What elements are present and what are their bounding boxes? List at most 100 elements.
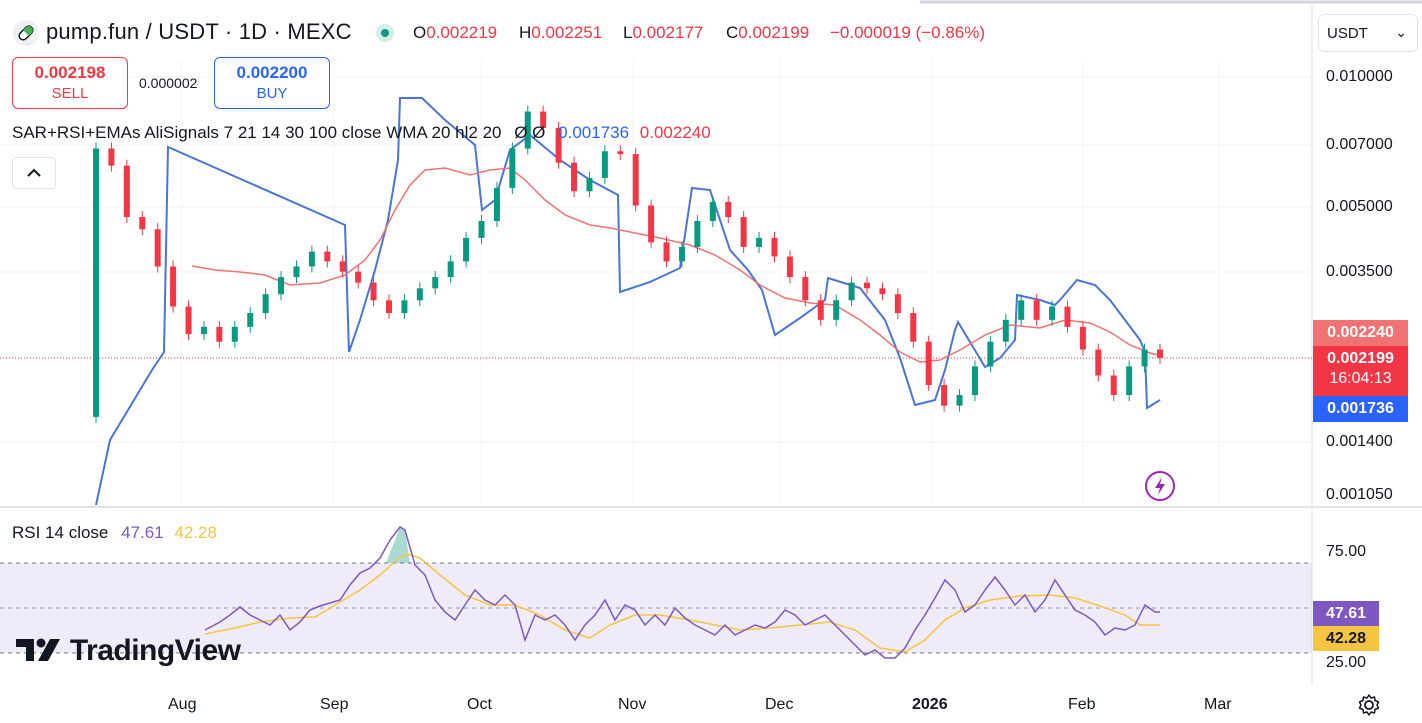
time-tick: Sep bbox=[320, 696, 349, 713]
indicator-value-sar: 0.001736 bbox=[558, 123, 630, 142]
candle-body bbox=[987, 341, 994, 367]
indicator-legend[interactable]: SAR+RSI+EMAs AliSignals 7 21 14 30 100 c… bbox=[12, 123, 711, 143]
lightning-icon[interactable] bbox=[1144, 470, 1176, 502]
rsi-ma-value-label: 42.28 bbox=[1313, 626, 1379, 651]
candle-body bbox=[1079, 326, 1086, 350]
candle-body bbox=[540, 111, 547, 128]
time-tick: Aug bbox=[168, 696, 197, 713]
candle-body bbox=[216, 326, 223, 342]
candle-body bbox=[1141, 349, 1148, 367]
tradingview-logo[interactable]: TradingView bbox=[14, 634, 241, 668]
candle-body bbox=[447, 261, 454, 278]
collapse-legend-button[interactable] bbox=[12, 157, 56, 189]
sell-button[interactable]: 0.002198 SELL bbox=[12, 57, 128, 109]
candle-body bbox=[910, 313, 917, 342]
chevron-up-icon bbox=[27, 168, 41, 177]
candle-body bbox=[293, 266, 300, 278]
indicator-value-ema: 0.002240 bbox=[639, 123, 711, 142]
candle-body bbox=[941, 385, 948, 406]
candle-body bbox=[617, 151, 624, 155]
bar-countdown: 16:04:13 bbox=[1329, 370, 1392, 387]
candle-body bbox=[108, 148, 115, 166]
candle-body bbox=[200, 326, 207, 335]
time-tick: Oct bbox=[467, 696, 492, 713]
rsi-tick-lower: 25.00 bbox=[1326, 654, 1367, 671]
candle-body bbox=[864, 282, 871, 289]
candle-body bbox=[478, 221, 485, 238]
candle-body bbox=[154, 229, 161, 267]
candle-body bbox=[833, 300, 840, 320]
candle-body bbox=[571, 162, 578, 192]
market-status-dot bbox=[376, 24, 394, 42]
candle-body bbox=[1110, 375, 1117, 396]
rsi-ma-line bbox=[204, 553, 1160, 653]
currency-label: USDT bbox=[1327, 25, 1368, 42]
candle-body bbox=[370, 282, 377, 301]
symbol-title[interactable]: pump.fun / USDT · 1D · MEXC bbox=[46, 19, 352, 44]
candle-body bbox=[339, 261, 346, 272]
ohlc-high: H0.002251 bbox=[519, 23, 603, 42]
candle-body bbox=[493, 187, 500, 222]
price-tick: 0.007000 bbox=[1326, 136, 1393, 153]
candle-body bbox=[925, 341, 932, 386]
candle-body bbox=[1157, 349, 1163, 358]
last-price-value: 0.002199 bbox=[1327, 350, 1394, 367]
candle-body bbox=[524, 111, 531, 149]
candle-body bbox=[1126, 366, 1133, 396]
candle-body bbox=[740, 217, 747, 247]
currency-select[interactable]: USDT ⌄ bbox=[1318, 14, 1418, 52]
price-tick: 0.005000 bbox=[1326, 198, 1393, 215]
ohlc-change: −0.000019 (−0.86%) bbox=[830, 23, 986, 42]
candle-body bbox=[956, 395, 963, 406]
candle-body bbox=[786, 256, 793, 278]
candle-body bbox=[463, 237, 470, 262]
price-tick: 0.001050 bbox=[1326, 486, 1393, 503]
candle-body bbox=[416, 288, 423, 301]
pump-fun-logo bbox=[13, 20, 39, 46]
candle-body bbox=[1033, 300, 1040, 320]
spread-value: 0.000002 bbox=[139, 75, 198, 91]
tradingview-wordmark: TradingView bbox=[69, 634, 241, 667]
buy-button[interactable]: 0.002200 BUY bbox=[214, 57, 330, 109]
sar-price-label: 0.001736 bbox=[1313, 396, 1408, 422]
time-tick: Feb bbox=[1068, 696, 1096, 713]
candle-body bbox=[802, 277, 809, 301]
settings-gear-icon[interactable] bbox=[1357, 693, 1381, 717]
rsi-title: RSI 14 close bbox=[12, 523, 109, 542]
candle-body bbox=[879, 288, 886, 295]
candle-body bbox=[663, 242, 670, 262]
candle-body bbox=[894, 294, 901, 314]
candles-group bbox=[93, 105, 1163, 423]
indicator-title: SAR+RSI+EMAs AliSignals 7 21 14 30 100 c… bbox=[12, 123, 502, 142]
candle-body bbox=[509, 148, 516, 188]
price-tick: 0.003500 bbox=[1326, 263, 1393, 280]
rsi-value-label: 47.61 bbox=[1313, 601, 1379, 626]
candle-body bbox=[771, 237, 778, 257]
time-tick: 2026 bbox=[912, 696, 948, 713]
candle-body bbox=[432, 277, 439, 289]
candle-body bbox=[139, 217, 146, 230]
candle-body bbox=[262, 294, 269, 314]
candle-body bbox=[355, 271, 362, 283]
candle-body bbox=[756, 237, 763, 247]
price-tick: 0.001400 bbox=[1326, 433, 1393, 450]
candle-body bbox=[247, 313, 254, 327]
ohlc-open: O0.002219 bbox=[413, 23, 498, 42]
candle-body bbox=[678, 246, 685, 262]
candle-body bbox=[694, 221, 701, 247]
candle-body bbox=[308, 251, 315, 267]
price-tick: 0.010000 bbox=[1326, 68, 1393, 85]
candle-body bbox=[185, 306, 192, 335]
sell-price: 0.002198 bbox=[34, 63, 106, 82]
rsi-tick-upper: 75.00 bbox=[1326, 543, 1367, 560]
candle-body bbox=[632, 154, 639, 206]
rsi-ma-value: 42.28 bbox=[174, 523, 217, 542]
rsi-legend[interactable]: RSI 14 close 47.61 42.28 bbox=[12, 523, 217, 543]
time-tick: Dec bbox=[765, 696, 794, 713]
rsi-overbought-fill bbox=[386, 527, 410, 563]
buy-label: BUY bbox=[256, 85, 288, 102]
candle-body bbox=[324, 251, 331, 262]
candle-body bbox=[401, 300, 408, 314]
candle-body bbox=[725, 201, 732, 218]
